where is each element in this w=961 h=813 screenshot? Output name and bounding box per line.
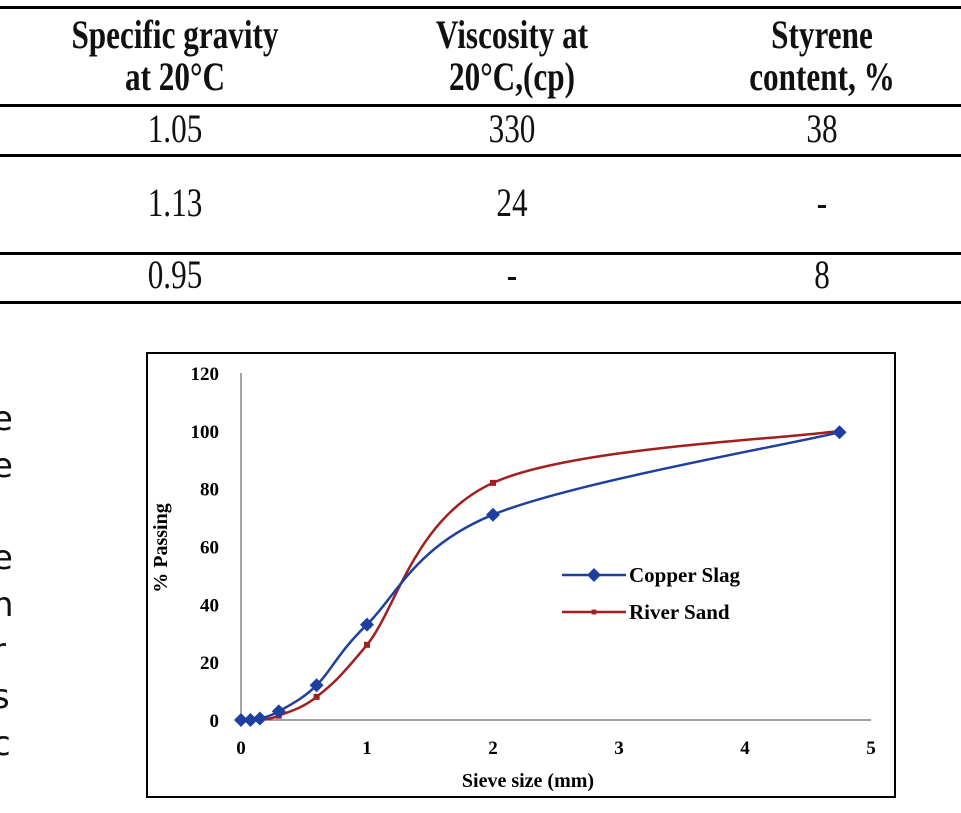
table-rule-bottom <box>0 301 961 304</box>
header-line: at 20°C <box>124 54 225 99</box>
header-line: content, % <box>749 54 895 99</box>
table-cell: 38 <box>806 106 838 151</box>
data-point-diamond <box>234 713 248 727</box>
header-specific-gravity: Specific gravity at 20°C <box>58 14 292 98</box>
legend-label: River Sand <box>629 600 730 624</box>
x-tick-label: 1 <box>362 738 372 759</box>
data-point-diamond <box>832 425 847 440</box>
text-fragment: e <box>0 446 13 486</box>
legend-item: Copper Slag <box>562 563 741 587</box>
x-tick-label: 0 <box>236 738 246 759</box>
header-line: Styrene <box>771 12 873 57</box>
data-point-diamond <box>360 617 374 632</box>
table-cell: - <box>816 180 828 225</box>
data-point-diamond <box>309 678 324 693</box>
data-point-diamond <box>243 713 258 727</box>
series-copper-slag <box>234 425 847 727</box>
text-fragment: e <box>0 399 13 439</box>
data-point-square <box>364 641 370 648</box>
data-point-square <box>490 479 496 486</box>
table-rule <box>0 154 961 157</box>
text-fragment: J <box>0 495 2 529</box>
x-tick-label: 3 <box>614 738 624 759</box>
table-cell: 8 <box>814 252 830 297</box>
y-tick-label: 80 <box>200 480 219 501</box>
series-line <box>241 429 840 722</box>
series-line <box>240 431 840 722</box>
table-cell: - <box>506 252 518 297</box>
y-tick-label: 120 <box>191 364 220 385</box>
y-tick-label: 40 <box>200 595 219 616</box>
text-fragment: c <box>0 724 11 764</box>
y-tick-label: 0 <box>210 711 220 732</box>
header-styrene: Styrene content, % <box>705 14 939 98</box>
header-line: 20°C,(cp) <box>449 54 575 99</box>
header-viscosity: Viscosity at 20°C,(cp) <box>395 14 629 98</box>
header-line: Viscosity at <box>435 12 589 57</box>
data-point-diamond <box>271 704 286 719</box>
text-fragment: s <box>0 677 10 717</box>
table-cell: 0.95 <box>147 252 203 297</box>
data-point-square <box>313 693 320 700</box>
data-point-diamond <box>486 507 500 522</box>
data-point-diamond <box>252 711 267 726</box>
legend-label: Copper Slag <box>629 563 741 587</box>
legend-item: River Sand <box>562 600 730 624</box>
x-tick-label: 5 <box>866 738 876 759</box>
chart-frame <box>146 352 896 798</box>
table-cell: 1.05 <box>147 106 203 151</box>
table-rule-top <box>0 6 961 9</box>
table-cell: 1.13 <box>147 180 203 225</box>
table-rule-header <box>0 104 961 107</box>
data-point-diamond <box>587 568 601 582</box>
y-axis-label: % Passing <box>150 503 172 592</box>
y-tick-label: 20 <box>200 653 219 674</box>
table-cell: 330 <box>488 106 536 151</box>
table-cell: 24 <box>496 180 528 225</box>
text-fragment: n <box>0 585 14 625</box>
series-river-sand <box>238 427 843 723</box>
y-tick-label: 60 <box>200 538 219 559</box>
y-tick-label: 100 <box>191 422 220 443</box>
x-tick-label: 2 <box>488 738 498 759</box>
header-line: Specific gravity <box>71 12 279 57</box>
x-axis-label: Sieve size (mm) <box>462 770 594 792</box>
text-fragment: e <box>0 538 13 578</box>
data-point-square <box>591 609 597 615</box>
text-fragment: r <box>0 634 6 668</box>
x-tick-label: 4 <box>740 738 750 759</box>
table-rule <box>0 252 961 255</box>
